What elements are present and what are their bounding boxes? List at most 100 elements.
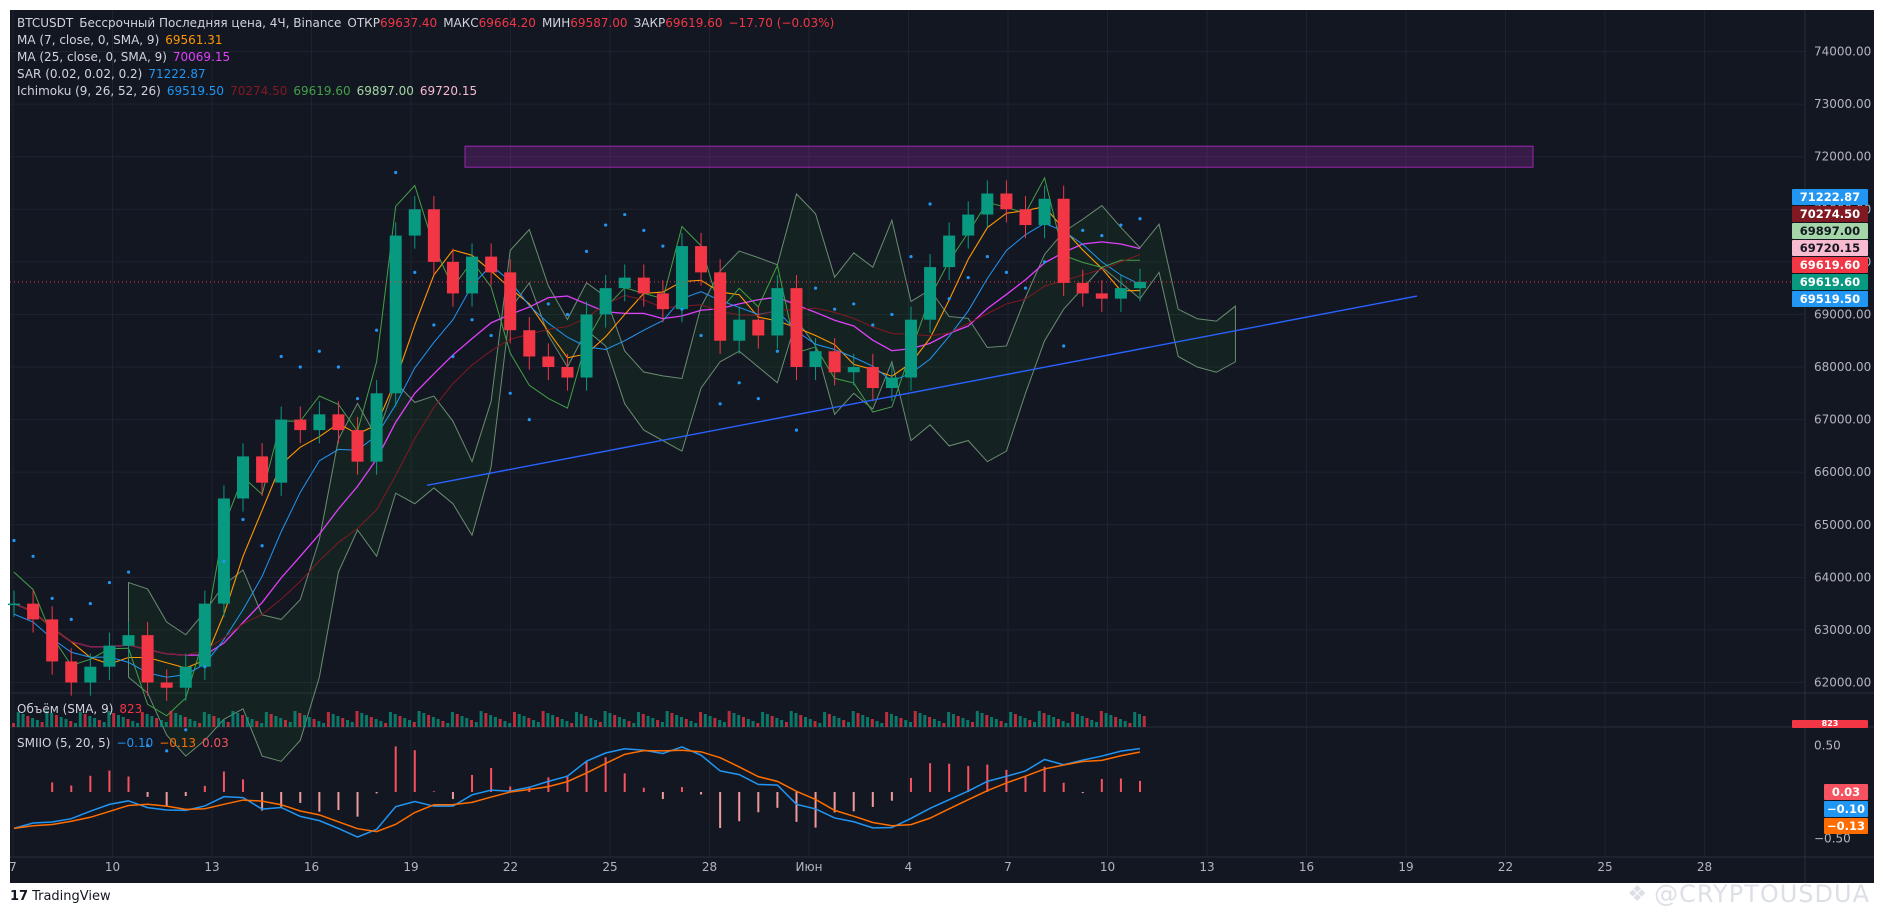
volume-bar (384, 723, 388, 727)
volume-bar (78, 712, 82, 727)
x-tick-label: 28 (1697, 860, 1712, 874)
smiio-v3: 0.03 (202, 736, 229, 750)
volume-bar (336, 716, 340, 727)
volume-bar (789, 711, 793, 727)
candle (809, 351, 822, 368)
ichimoku-v1: 69519.50 (166, 84, 225, 98)
volume-bar (699, 712, 703, 727)
volume-bar (355, 711, 359, 727)
volume-bar (641, 714, 645, 727)
volume-bar (737, 715, 741, 727)
volume-bar (393, 714, 397, 727)
candle (790, 288, 803, 368)
volume-bar (474, 722, 478, 727)
smiio-line-orange (13, 749, 1141, 833)
legend-sar[interactable]: SAR (0.02, 0.02, 0.2) 71222.87 (17, 66, 840, 83)
volume-bar (804, 717, 808, 727)
candle (542, 356, 555, 368)
candle (370, 393, 383, 462)
candle (618, 277, 631, 289)
volume-bar (846, 722, 850, 727)
candle (237, 456, 250, 499)
ichimoku-v4: 69897.00 (356, 84, 414, 98)
sar-dot (50, 596, 54, 600)
support-trendline (426, 295, 1418, 487)
volume-bar (1047, 715, 1051, 727)
ma25-label: MA (25, close, 0, SMA, 9) (17, 50, 167, 64)
volume-bar (928, 717, 932, 727)
volume-bar (694, 723, 698, 727)
volume-bar (484, 713, 488, 727)
candle (275, 419, 288, 483)
volume-bar (761, 712, 765, 727)
candle (179, 666, 192, 688)
volume-bar (608, 713, 612, 727)
symbol-label[interactable]: BTCUSDT (17, 16, 74, 30)
legend-header: BTCUSDT Бессрочный Последняя цена, 4Ч, Bi… (17, 15, 840, 32)
volume-bar (40, 722, 44, 727)
candle (675, 246, 688, 310)
volume-bar (575, 712, 578, 727)
volume-bar (637, 712, 641, 727)
volume-legend[interactable]: Объём (SMA, 9) 823 (17, 702, 148, 716)
sar-dot (88, 602, 92, 606)
candle (427, 209, 440, 262)
watermark: ❖ @CRYPTOUSDUA (1627, 880, 1870, 908)
candle (885, 377, 898, 389)
volume-bar (656, 720, 660, 727)
volume-bar (264, 712, 268, 727)
volume-bar (1042, 713, 1046, 727)
volume-bar (1023, 718, 1027, 727)
candle (65, 661, 78, 683)
volume-bar (770, 716, 774, 727)
volume-bar (741, 717, 745, 727)
volume-bar (35, 720, 39, 727)
x-tick-label: 25 (1597, 860, 1612, 874)
volume-bar (403, 718, 407, 727)
smiio-label: SMIIO (5, 20, 5) (17, 736, 111, 750)
volume-bar (250, 719, 254, 727)
volume-bar (159, 720, 163, 727)
candle (351, 430, 364, 462)
volume-bar (1138, 714, 1141, 727)
ichimoku-cloud (128, 192, 1236, 762)
tradingview-logo-icon: 𝟭𝟳 (10, 889, 29, 904)
legend-ichimoku[interactable]: Ichimoku (9, 26, 52, 26) 69519.50 70274.50… (17, 83, 840, 100)
volume-bar (837, 718, 841, 727)
volume-bar (140, 712, 144, 727)
candle (981, 193, 994, 215)
volume-bar (417, 711, 421, 727)
ma7-label: MA (7, close, 0, SMA, 9) (17, 33, 160, 47)
volume-bar (856, 713, 860, 727)
volume-bar (622, 719, 626, 727)
sar-value: 71222.87 (148, 67, 206, 81)
volume-bar (107, 711, 111, 727)
volume-bar (374, 719, 378, 727)
volume-bar (942, 723, 946, 727)
volume-bar (765, 714, 769, 727)
x-tick-label: 13 (1199, 860, 1214, 874)
legend-ma25[interactable]: MA (25, close, 0, SMA, 9) 70069.15 (17, 49, 840, 66)
watermark-logo-icon: ❖ (1627, 881, 1649, 907)
price-badge: 69720.15 (1792, 240, 1868, 256)
volume-bar (288, 722, 292, 727)
volume-bar (1004, 723, 1008, 727)
candle (294, 419, 307, 431)
volume-bar (708, 716, 712, 727)
volume-bar (217, 718, 221, 727)
smiio-legend[interactable]: SMIIO (5, 20, 5) −0.10 −0.13 0.03 (17, 736, 235, 750)
volume-bar (861, 715, 865, 727)
sar-dot (718, 402, 722, 406)
volume-bar (112, 713, 116, 727)
volume-bar (1128, 723, 1132, 727)
candle (733, 319, 746, 341)
sar-dot (107, 580, 112, 585)
volume-bar (136, 723, 140, 727)
tradingview-brand[interactable]: 𝟭𝟳 TradingView (10, 889, 111, 904)
candle (8, 603, 20, 606)
legend-ma7[interactable]: MA (7, close, 0, SMA, 9) 69561.31 (17, 32, 840, 49)
volume-bar (570, 723, 574, 727)
volume-bar (579, 714, 583, 727)
x-tick-label: 10 (105, 860, 120, 874)
